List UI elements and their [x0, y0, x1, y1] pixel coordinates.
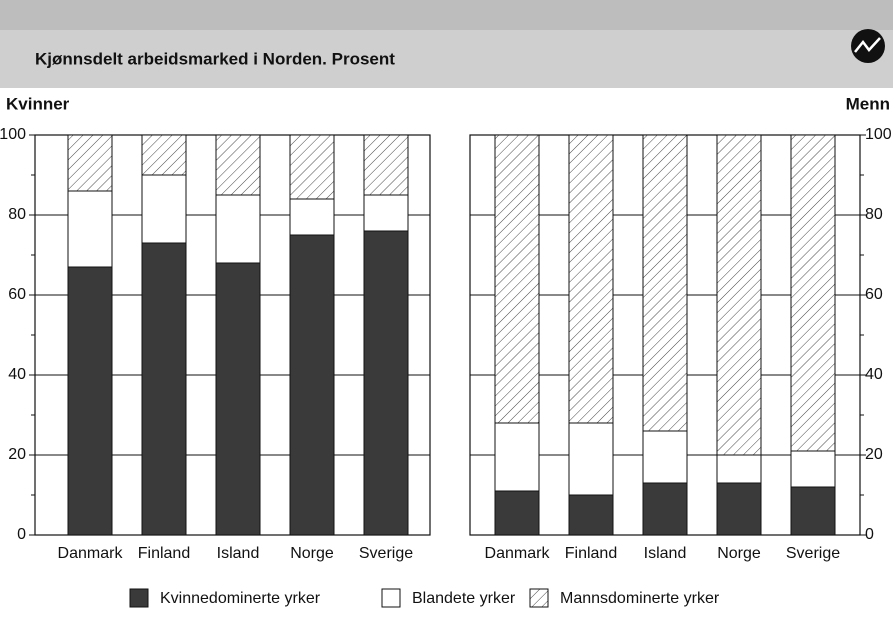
- panel-label: Menn: [846, 94, 890, 113]
- y-tick-label: 100: [865, 126, 892, 143]
- chart-title: Kjønnsdelt arbeidsmarked i Norden. Prose…: [35, 49, 395, 68]
- bar-segment: [494, 490, 540, 536]
- bar-segment: [494, 134, 540, 424]
- bar-segment: [141, 174, 187, 244]
- bar-segment: [716, 454, 762, 484]
- bar-segment: [568, 134, 614, 424]
- bar-segment: [642, 134, 688, 432]
- x-tick-label: Danmark: [58, 545, 124, 562]
- bar-segment: [642, 430, 688, 484]
- y-tick-label: 40: [8, 366, 26, 383]
- x-tick-label: Sverige: [359, 545, 413, 562]
- y-tick-label: 100: [0, 126, 26, 143]
- legend-swatch: [529, 588, 549, 608]
- bar-segment: [363, 134, 409, 196]
- bar-segment: [141, 242, 187, 536]
- bar-segment: [67, 266, 113, 536]
- legend-label: Kvinnedominerte yrker: [160, 590, 321, 607]
- legend-swatch: [129, 588, 149, 608]
- header-band: [0, 30, 893, 88]
- bar-segment: [790, 486, 836, 536]
- y-tick-label: 0: [865, 526, 874, 543]
- bar-segment: [215, 262, 261, 536]
- bar-segment: [363, 194, 409, 232]
- bar-segment: [289, 134, 335, 200]
- bar-segment: [568, 494, 614, 536]
- bar-segment: [790, 450, 836, 488]
- x-tick-label: Sverige: [786, 545, 840, 562]
- x-tick-label: Finland: [565, 545, 617, 562]
- x-tick-label: Danmark: [485, 545, 551, 562]
- icon: [851, 29, 885, 63]
- y-tick-label: 0: [17, 526, 26, 543]
- legend-swatch: [381, 588, 401, 608]
- x-tick-label: Finland: [138, 545, 190, 562]
- bar-segment: [494, 422, 540, 492]
- y-tick-label: 20: [865, 446, 883, 463]
- bar-segment: [363, 230, 409, 536]
- top-band: [0, 0, 893, 30]
- bar-segment: [289, 234, 335, 536]
- bar-segment: [716, 482, 762, 536]
- y-tick-label: 80: [8, 206, 26, 223]
- bar-segment: [642, 482, 688, 536]
- legend-label: Mannsdominerte yrker: [560, 590, 720, 607]
- x-tick-label: Island: [644, 545, 687, 562]
- x-tick-label: Norge: [290, 545, 334, 562]
- x-tick-label: Island: [217, 545, 260, 562]
- y-tick-label: 20: [8, 446, 26, 463]
- bar-segment: [215, 134, 261, 196]
- x-tick-label: Norge: [717, 545, 761, 562]
- bar-segment: [215, 194, 261, 264]
- panel-label: Kvinner: [6, 94, 70, 113]
- y-tick-label: 60: [865, 286, 883, 303]
- bar-segment: [67, 134, 113, 192]
- y-tick-label: 80: [865, 206, 883, 223]
- y-tick-label: 40: [865, 366, 883, 383]
- legend-label: Blandete yrker: [412, 590, 516, 607]
- bar-segment: [790, 134, 836, 452]
- bar-segment: [568, 422, 614, 496]
- bar-segment: [716, 134, 762, 456]
- bar-segment: [67, 190, 113, 268]
- y-tick-label: 60: [8, 286, 26, 303]
- bar-segment: [141, 134, 187, 176]
- bar-segment: [289, 198, 335, 236]
